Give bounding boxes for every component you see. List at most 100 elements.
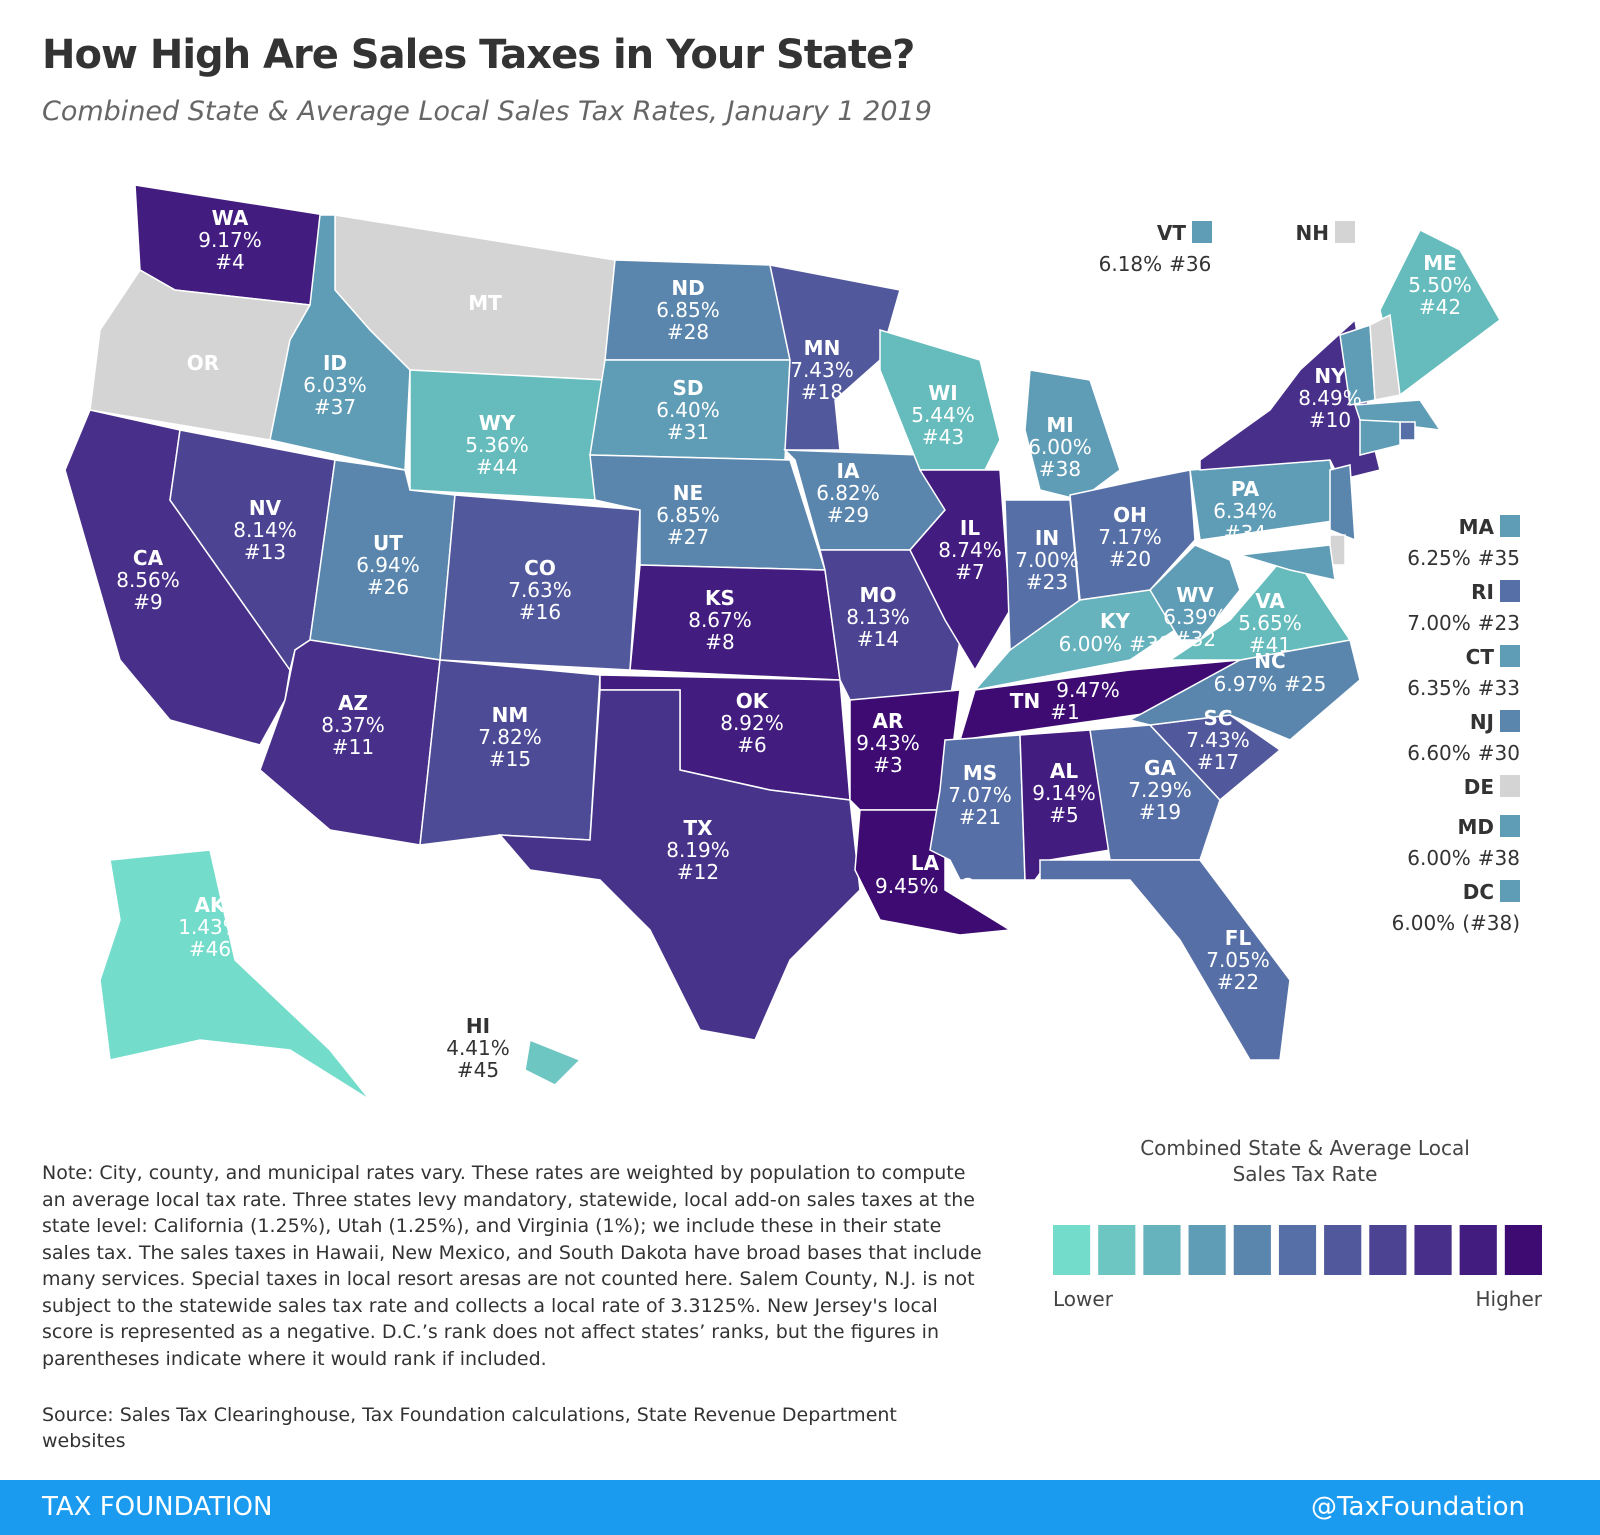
state-rank: #33	[1478, 676, 1520, 700]
legend-title: Sales Tax Rate	[1233, 1162, 1378, 1186]
state-rate-rank: 6.25% #35	[1407, 546, 1520, 570]
state-abbr: CT	[1466, 645, 1495, 669]
legend-color	[1459, 1225, 1497, 1275]
state-abbr: NY	[1314, 364, 1346, 388]
legend-swatch	[1500, 775, 1520, 797]
state-abbr: NE	[673, 481, 703, 505]
state-abbr: GA	[1144, 756, 1176, 780]
state-rank: #38	[1129, 632, 1171, 656]
state-rate: 8.74%	[938, 538, 1002, 562]
state-rate: 6.00%	[1407, 846, 1471, 870]
state-abbr: TN	[1010, 689, 1040, 713]
legend-swatch	[1192, 221, 1212, 243]
state-shape	[1239, 544, 1336, 581]
state-rank: #8	[705, 630, 734, 654]
state-rank: #34	[1224, 521, 1266, 545]
state-rate: 9.17%	[198, 228, 262, 252]
state-rate: 9.47%	[1056, 678, 1120, 702]
state-rank: #21	[959, 805, 1001, 829]
state-shape	[1039, 859, 1291, 1061]
state-abbr: HI	[466, 1014, 490, 1038]
state-rate: 6.85%	[656, 503, 720, 527]
state-rank: #17	[1197, 750, 1239, 774]
state-rate: 8.49%	[1298, 386, 1362, 410]
subtitle: Combined State & Average Local Sales Tax…	[42, 96, 932, 127]
note: Note: City, county, and municipal rates …	[42, 1162, 982, 1370]
state-abbr: AR	[873, 709, 904, 733]
state-rate: 7.00%	[1015, 548, 1079, 572]
title: How High Are Sales Taxes in Your State?	[42, 32, 915, 78]
state-abbr: WY	[479, 411, 516, 435]
state-abbr: AZ	[338, 691, 368, 715]
state-rank: #13	[244, 540, 286, 564]
state-rate-rank: 6.00% #38	[1407, 846, 1520, 870]
state-rank: #27	[667, 525, 709, 549]
state-rate: 6.03%	[303, 373, 367, 397]
state-rank: #12	[677, 860, 719, 884]
legend-swatch	[1500, 815, 1520, 837]
state-rate: 7.29%	[1128, 778, 1192, 802]
brand: TAX FOUNDATION	[42, 1492, 273, 1522]
state-rank: #26	[367, 575, 409, 599]
state-rank: #3	[873, 753, 902, 777]
state-abbr: WV	[1176, 583, 1214, 607]
state-shape	[1359, 419, 1401, 456]
state-rank: #18	[801, 380, 843, 404]
source: Source: Sales Tax Clearinghouse, Tax Fou…	[42, 1404, 897, 1452]
state-rank: #11	[332, 735, 374, 759]
legend-color	[1233, 1225, 1271, 1275]
map: WA9.17%#4 OR MT ID6.03%#37 WY5.36%#44 CA8.56%…	[64, 184, 1543, 1311]
state-abbr: LA	[911, 851, 940, 875]
legend-color	[1143, 1225, 1181, 1275]
state-rank: #10	[1309, 408, 1351, 432]
legend-color	[1053, 1225, 1091, 1275]
state-rank: #5	[1049, 803, 1078, 827]
state-rank: #23	[1026, 570, 1068, 594]
state-shape	[1199, 318, 1381, 481]
state-abbr: NC	[1254, 649, 1285, 673]
state-rank: #45	[457, 1058, 499, 1082]
state-rank: #30	[1478, 741, 1520, 765]
state-rate: 5.50%	[1408, 273, 1472, 297]
state-rank: #9	[133, 590, 162, 614]
state-rate: 6.00%	[1028, 435, 1092, 459]
state-shape	[909, 469, 1011, 672]
legend-low: Lower	[1053, 1287, 1114, 1311]
state-abbr: NJ	[1470, 710, 1494, 734]
legend-swatch	[1500, 710, 1520, 732]
state-rate: 7.07%	[948, 783, 1012, 807]
state-rate-rank: 6.60% #30	[1407, 741, 1520, 765]
state-rate: 6.97%	[1214, 672, 1278, 696]
state-rank: (#38)	[1462, 911, 1520, 935]
state-rate: 7.43%	[1186, 728, 1250, 752]
state-abbr: OR	[187, 351, 219, 375]
state-abbr: IN	[1035, 526, 1059, 550]
state-abbr: FL	[1225, 926, 1252, 950]
states	[64, 184, 1501, 1101]
legend-swatch	[1500, 515, 1520, 537]
state-rate: 7.17%	[1098, 525, 1162, 549]
state-rate: 6.25%	[1407, 546, 1471, 570]
handle: @TaxFoundation	[1310, 1492, 1525, 1522]
state-rank: #43	[922, 425, 964, 449]
legend-color	[1098, 1225, 1136, 1275]
state-rate: 6.00%	[1059, 632, 1123, 656]
state-abbr: KS	[705, 586, 735, 610]
state-rank: #23	[1478, 611, 1520, 635]
state-rank: #28	[667, 320, 709, 344]
footer: TAX FOUNDATION @TaxFoundation	[0, 1480, 1600, 1535]
state-rank: #7	[955, 560, 984, 584]
state-abbr: IA	[837, 459, 860, 483]
state-rate-rank: 6.35% #33	[1407, 676, 1520, 700]
state-rate: 8.56%	[116, 568, 180, 592]
state-abbr: IL	[960, 516, 980, 540]
state-abbr: CO	[524, 556, 556, 580]
state-rate-rank: 7.00% #23	[1407, 611, 1520, 635]
state-rate: 7.43%	[790, 358, 854, 382]
state-rank: #38	[1039, 457, 1081, 481]
state-abbr: NM	[492, 703, 529, 727]
state-abbr: ME	[1423, 251, 1457, 275]
state-rank: #4	[215, 250, 244, 274]
state-abbr: MD	[1457, 815, 1494, 839]
